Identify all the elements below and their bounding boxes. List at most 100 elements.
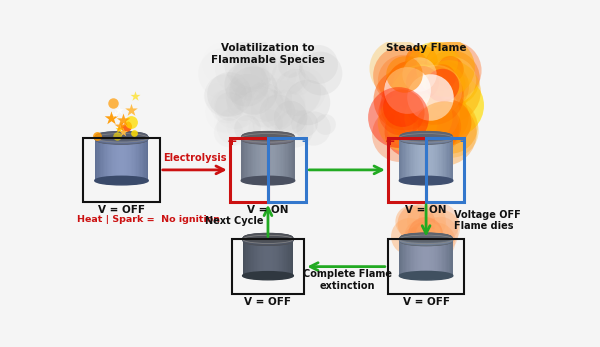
Text: +: + [227, 135, 237, 148]
Bar [424, 138, 425, 180]
Bar [418, 239, 419, 276]
Bar [414, 239, 415, 276]
Text: Steady Flame: Steady Flame [386, 43, 466, 53]
Point [92, 133, 101, 139]
Point [116, 120, 125, 125]
Ellipse shape [400, 236, 452, 244]
Point [445, 123, 455, 128]
Ellipse shape [243, 235, 293, 243]
Point [406, 128, 415, 134]
Point [417, 232, 427, 238]
Point [249, 102, 259, 108]
Point [444, 88, 454, 94]
Bar [451, 239, 453, 276]
Bar [283, 138, 284, 180]
Bar [437, 239, 438, 276]
Ellipse shape [242, 136, 293, 144]
Bar [262, 239, 263, 276]
Bar [249, 239, 250, 276]
Point [409, 221, 419, 227]
Bar [121, 138, 123, 180]
Bar [426, 138, 427, 180]
Bar [277, 239, 278, 276]
Bar [446, 239, 448, 276]
Bar [404, 239, 406, 276]
Point [446, 75, 456, 81]
Ellipse shape [400, 176, 453, 185]
Bar [425, 138, 426, 180]
Bar [260, 138, 261, 180]
Ellipse shape [400, 236, 452, 245]
Point [415, 71, 424, 77]
Bar [260, 239, 262, 276]
Bar [278, 138, 280, 180]
Ellipse shape [242, 135, 294, 143]
Bar [271, 239, 272, 276]
Ellipse shape [401, 132, 451, 140]
Point [415, 102, 424, 108]
Bar [252, 138, 253, 180]
Bar [142, 138, 143, 180]
Point [394, 114, 403, 119]
Point [277, 100, 287, 105]
Ellipse shape [96, 136, 147, 144]
Point [421, 233, 430, 239]
Point [241, 88, 250, 94]
Ellipse shape [95, 135, 148, 143]
Point [430, 94, 439, 100]
Bar [242, 138, 244, 180]
Bar [284, 138, 286, 180]
Point [308, 126, 318, 131]
Ellipse shape [400, 237, 452, 245]
Point [247, 67, 256, 72]
Bar [280, 239, 281, 276]
Point [417, 93, 427, 98]
Ellipse shape [241, 133, 295, 142]
Point [417, 232, 427, 237]
Ellipse shape [95, 134, 148, 142]
Point [268, 118, 277, 124]
Bar [410, 138, 412, 180]
Point [239, 100, 249, 105]
Bar [443, 138, 445, 180]
Bar [426, 239, 427, 276]
Ellipse shape [244, 237, 293, 245]
Point [413, 83, 422, 88]
Point [402, 87, 412, 92]
Ellipse shape [400, 135, 452, 143]
Bar [261, 138, 263, 180]
Ellipse shape [244, 234, 292, 241]
Point [277, 112, 287, 118]
Text: –: – [459, 135, 465, 148]
Bar [253, 138, 254, 180]
Ellipse shape [401, 132, 452, 140]
Ellipse shape [244, 238, 292, 245]
Point [241, 81, 251, 87]
Point [112, 133, 122, 138]
Bar [119, 138, 120, 180]
Bar [241, 138, 242, 180]
Point [266, 107, 276, 112]
Text: Electrolysis: Electrolysis [163, 153, 226, 163]
Bar [272, 138, 274, 180]
Point [121, 120, 130, 126]
Bar [143, 138, 144, 180]
Bar [292, 138, 293, 180]
Bar [407, 138, 409, 180]
Bar [287, 138, 288, 180]
Point [429, 68, 439, 74]
Bar [265, 239, 267, 276]
Ellipse shape [400, 235, 453, 244]
Bar [257, 239, 258, 276]
Point [263, 63, 273, 69]
Bar [446, 138, 448, 180]
Bar [263, 239, 264, 276]
Bar [437, 138, 438, 180]
Point [416, 58, 425, 64]
Point [430, 127, 440, 133]
Point [409, 87, 419, 93]
Ellipse shape [401, 233, 452, 242]
Point [224, 91, 234, 97]
Ellipse shape [400, 234, 452, 243]
Point [417, 98, 427, 103]
